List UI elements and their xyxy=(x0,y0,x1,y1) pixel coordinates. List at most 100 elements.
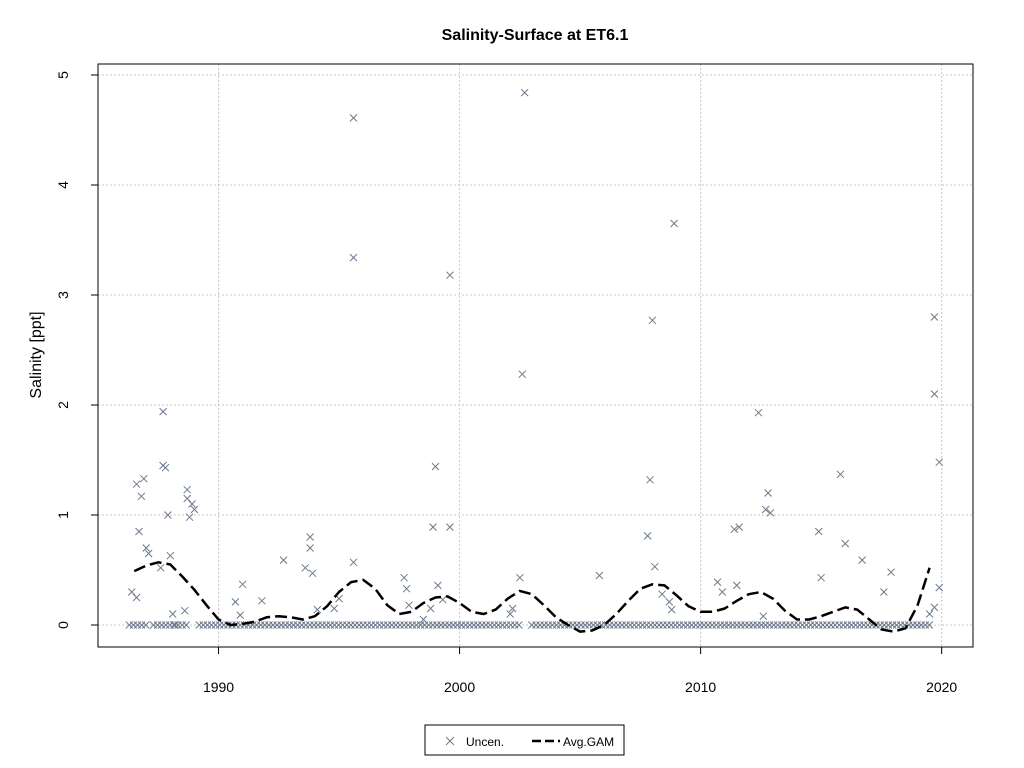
data-point xyxy=(156,563,165,572)
data-point xyxy=(182,621,191,629)
data-point xyxy=(665,598,674,606)
data-point xyxy=(718,588,727,596)
data-point xyxy=(814,527,823,536)
gam-line xyxy=(133,561,931,633)
gam-line-group xyxy=(133,561,931,633)
data-point xyxy=(306,533,314,541)
data-point xyxy=(759,612,768,621)
data-point xyxy=(330,604,339,613)
data-point xyxy=(506,610,515,618)
data-point xyxy=(349,114,358,122)
x-tick-label: 1990 xyxy=(203,679,234,695)
data-point xyxy=(754,408,763,417)
data-point xyxy=(258,596,266,605)
y-tick-label: 4 xyxy=(55,181,71,189)
data-point xyxy=(236,611,245,619)
data-point xyxy=(841,539,850,548)
data-point xyxy=(238,580,247,589)
x-tick-label: 2000 xyxy=(444,679,475,695)
data-point xyxy=(732,581,741,590)
data-point xyxy=(836,470,845,479)
data-point xyxy=(515,573,524,582)
data-point xyxy=(646,475,654,484)
data-point xyxy=(139,474,148,483)
data-point xyxy=(135,527,143,536)
data-point xyxy=(879,588,888,596)
data-point xyxy=(648,316,657,325)
data-point xyxy=(164,511,172,519)
data-point xyxy=(188,500,196,508)
data-point xyxy=(180,606,189,615)
data-point xyxy=(349,253,358,262)
data-point xyxy=(650,562,659,571)
data-point xyxy=(402,584,411,593)
data-point xyxy=(161,463,170,472)
y-axis-label: Salinity [ppt] xyxy=(28,311,45,398)
data-point xyxy=(434,581,442,590)
data-point xyxy=(306,544,314,552)
data-point xyxy=(858,556,866,564)
data-point xyxy=(925,621,934,629)
data-point xyxy=(142,544,151,552)
data-point xyxy=(887,568,895,577)
data-point xyxy=(308,569,317,578)
data-point xyxy=(166,551,175,560)
legend-box xyxy=(424,724,625,756)
data-point xyxy=(935,458,944,467)
data-point xyxy=(930,390,939,398)
data-point xyxy=(730,525,739,534)
data-point xyxy=(930,313,939,321)
data-point xyxy=(658,590,666,599)
data-point xyxy=(159,407,167,416)
data-point xyxy=(817,573,825,582)
data-point xyxy=(168,610,177,618)
data-point xyxy=(761,505,770,514)
data-point xyxy=(930,603,939,612)
y-tick-label: 1 xyxy=(55,511,71,519)
data-point xyxy=(925,610,934,618)
y-tick-label: 5 xyxy=(55,71,71,79)
data-point xyxy=(137,492,146,501)
data-point xyxy=(190,505,199,514)
x-tick-label: 2020 xyxy=(926,679,957,695)
data-point xyxy=(132,593,141,602)
data-point xyxy=(446,523,454,531)
data-point xyxy=(400,573,408,582)
data-point xyxy=(132,480,141,489)
data-point xyxy=(595,571,604,580)
plot-frame xyxy=(97,63,974,648)
data-point xyxy=(183,485,192,494)
data-point xyxy=(643,532,652,540)
legend: Uncen. Avg.GAM xyxy=(424,724,625,756)
x-tick-label: 2010 xyxy=(685,679,716,695)
data-point xyxy=(735,523,744,531)
y-tick-label: 2 xyxy=(55,401,71,409)
y-tick-label: 0 xyxy=(55,621,71,629)
data-point xyxy=(349,558,358,567)
data-point xyxy=(144,549,153,558)
data-point xyxy=(446,271,454,280)
data-point xyxy=(670,219,678,228)
data-point xyxy=(313,605,322,614)
data-point xyxy=(935,583,944,592)
data-point xyxy=(713,578,722,586)
data-point xyxy=(405,601,413,610)
data-point xyxy=(279,556,288,564)
chart-title: Salinity-Surface at ET6.1 xyxy=(442,27,629,44)
legend-gam-label: Avg.GAM xyxy=(563,735,614,749)
data-point xyxy=(515,621,523,629)
data-point xyxy=(431,462,440,471)
data-point xyxy=(429,523,437,531)
data-point xyxy=(766,508,775,517)
data-point xyxy=(426,604,435,613)
data-point xyxy=(518,370,527,379)
legend-uncen-label: Uncen. xyxy=(466,735,504,749)
y-tick-label: 3 xyxy=(55,291,71,299)
data-point xyxy=(508,604,517,613)
data-point xyxy=(231,598,240,606)
data-point xyxy=(301,563,310,572)
data-point xyxy=(520,88,529,97)
legend-x-marker xyxy=(445,736,455,746)
